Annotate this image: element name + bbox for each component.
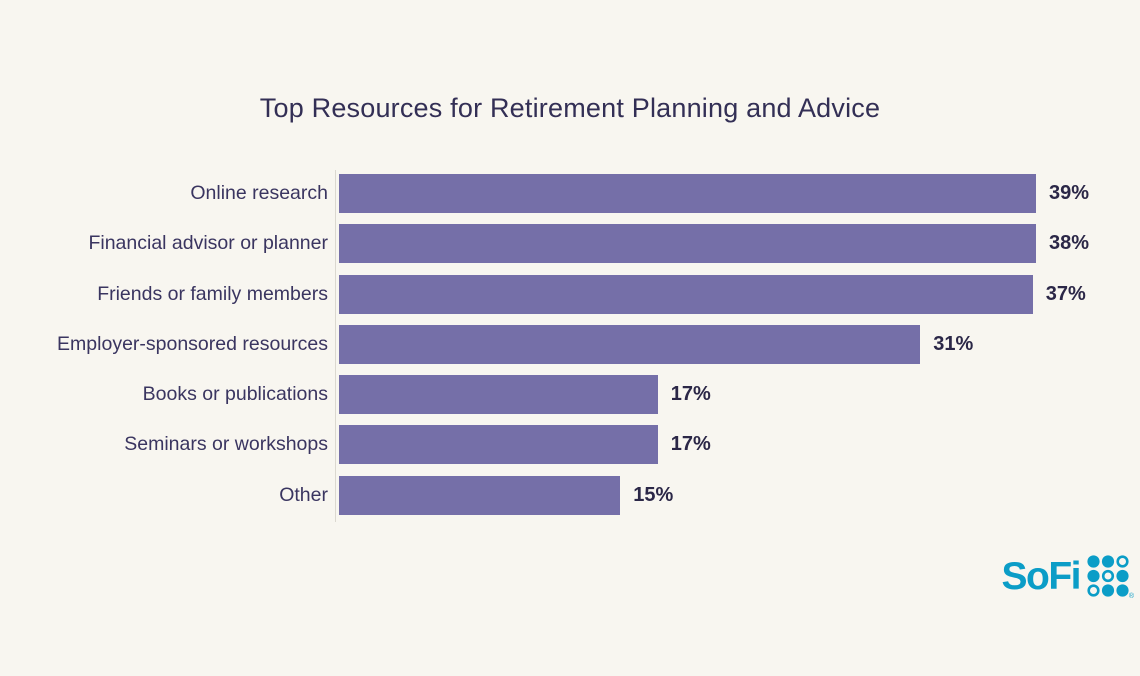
chart-row: Employer-sponsored resources 31% [0, 324, 1140, 364]
bar-label: Seminars or workshops [124, 433, 328, 456]
bar-value: 38% [1048, 232, 1089, 255]
bar-label: Online research [190, 182, 328, 204]
bar-value: 15% [633, 483, 674, 506]
chart-row: Online research 39% [0, 174, 1140, 213]
sofi-wordmark: SoFi [1001, 554, 1082, 598]
bar-plot-area: 38% [339, 224, 1089, 264]
chart-row: Seminars or workshops 17% [0, 425, 1140, 465]
bar [339, 425, 658, 465]
chart-title: Top Resources for Retirement Planning an… [259, 93, 881, 123]
bar [339, 274, 1033, 314]
bar-label: Friends or family members [97, 282, 328, 305]
bar [339, 324, 921, 364]
bar-label: Other [279, 483, 328, 506]
bar [339, 224, 1036, 264]
bar [339, 375, 658, 415]
bar-label: Employer-sponsored resources [57, 332, 328, 355]
bar-plot-area: 31% [339, 324, 1089, 364]
registered-trademark-symbol: ® [1128, 593, 1134, 600]
y-axis-line [335, 170, 336, 522]
bar-value: 31% [933, 332, 974, 355]
bar-plot-area: 15% [339, 475, 1089, 515]
chart-row: Friends or family members 37% [0, 274, 1140, 314]
bar-value: 17% [670, 433, 711, 456]
chart-row: Books or publications 17% [0, 375, 1140, 415]
chart-rows: Online research 39% Financial advisor or… [0, 174, 1140, 515]
bar-plot-area: 17% [339, 425, 1089, 465]
bar-label: Financial advisor or planner [88, 232, 328, 255]
bar-plot-area: 39% [339, 174, 1089, 213]
bar-plot-area: 37% [339, 274, 1089, 314]
chart-row: Financial advisor or planner 38% [0, 224, 1140, 264]
chart-row: Other 15% [0, 475, 1140, 515]
bar-label: Books or publications [142, 383, 328, 406]
bar-value: 17% [670, 383, 711, 406]
bar [339, 174, 1036, 213]
bar-value: 39% [1048, 182, 1089, 204]
bar [339, 475, 621, 515]
bar-plot-area: 17% [339, 375, 1089, 415]
sofi-dot-grid-icon: ® [1086, 554, 1134, 600]
sofi-logo: SoFi ® [1001, 554, 1134, 600]
bar-value: 37% [1045, 282, 1086, 305]
